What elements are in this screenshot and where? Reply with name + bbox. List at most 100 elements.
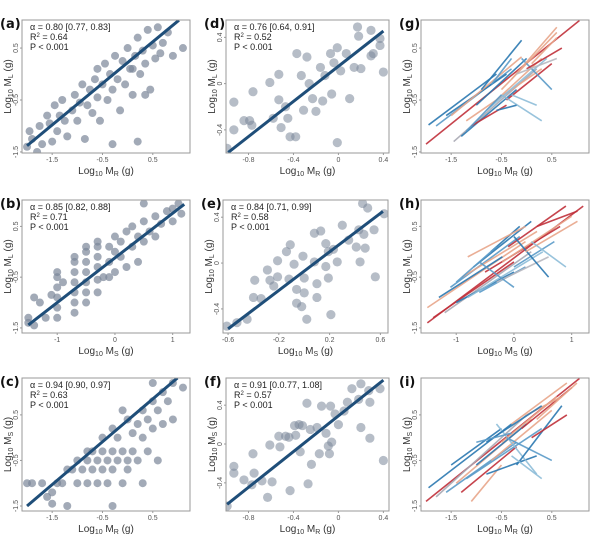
x-axis-label: Log10 MS (g) [78, 346, 133, 358]
data-point [123, 465, 132, 474]
data-point [118, 479, 127, 488]
regression-line [26, 378, 179, 508]
data-point [83, 479, 92, 488]
data-point [98, 447, 107, 456]
plot-area [226, 22, 388, 153]
y-tick-label: -1.5 [13, 500, 20, 512]
x-axis-label-sub2: S [114, 351, 119, 358]
data-point [108, 465, 117, 474]
r-squared-sup: 2 [238, 213, 242, 219]
data-point [103, 96, 112, 105]
data-point [327, 89, 337, 99]
x-axis-label: Log10 MR (g) [477, 166, 533, 178]
data-point [93, 64, 102, 73]
data-point [315, 62, 326, 73]
species-regression-line [521, 57, 553, 91]
panel-label: (h) [399, 197, 420, 212]
data-point [118, 57, 127, 66]
y-axis-label: Log10 MS (g) [3, 417, 15, 472]
species-regression-line [531, 414, 568, 439]
x-tick-label: -0.5 [96, 157, 108, 164]
data-point [138, 433, 147, 442]
plot-frame [420, 19, 590, 154]
r-squared-value: = 0.64 [40, 32, 68, 42]
alpha-estimate: α = 0.76 [0.64, 0.91] [234, 22, 315, 32]
data-point [128, 222, 137, 231]
x-tick-label: -0.5 [495, 515, 507, 522]
y-tick-label: -1.5 [412, 322, 419, 334]
y-tick-label: -1.5 [412, 500, 419, 512]
data-point [143, 25, 152, 34]
data-point [128, 447, 137, 456]
data-point [297, 302, 307, 312]
x-axis-label-sub1: 10 [494, 171, 502, 178]
data-point [262, 265, 273, 275]
species-regression-line [490, 409, 553, 462]
data-point [229, 461, 239, 471]
data-point [118, 406, 127, 415]
x-axis-label: Log10 MR (g) [280, 524, 336, 536]
y-axis-label-sub2: S [407, 432, 414, 437]
species-regression-line [485, 405, 543, 443]
data-point [70, 268, 79, 277]
data-point [35, 121, 44, 130]
data-point [139, 237, 148, 246]
y-axis-label-mid: M [3, 258, 14, 269]
y-axis-label-post: (g) [207, 417, 218, 432]
data-point [312, 292, 322, 303]
y-axis-label-sub2: S [212, 432, 219, 437]
y-axis-label-mid: M [402, 258, 413, 269]
data-point [378, 455, 388, 466]
data-point [110, 232, 119, 241]
x-tick-label: 0.5 [148, 157, 158, 164]
data-point [360, 243, 370, 253]
r-squared: R2 = 0.52 [234, 32, 272, 42]
x-axis-label-sub2: R [513, 529, 518, 536]
data-point [151, 232, 160, 241]
x-axis-label-pre: Log [78, 346, 95, 357]
data-point [108, 140, 117, 149]
data-point [113, 433, 122, 442]
data-point [70, 308, 79, 317]
x-tick-label: -1 [54, 337, 60, 344]
data-point [95, 116, 104, 125]
data-point [139, 200, 148, 208]
panel-label: (i) [399, 375, 415, 390]
x-tick-label: -1.5 [46, 515, 58, 522]
alpha-estimate: α = 0.84 [0.71, 0.99] [231, 202, 312, 212]
data-point [318, 96, 328, 106]
data-point [326, 310, 336, 320]
panel-label: (b) [0, 197, 21, 212]
y-tick-label: 0 [217, 82, 224, 86]
data-point [93, 288, 102, 297]
data-point [122, 227, 131, 236]
data-point [366, 25, 376, 36]
y-axis-label-mid: M [3, 78, 14, 89]
data-point [122, 263, 131, 272]
data-point [100, 59, 109, 68]
data-point [281, 246, 292, 257]
y-tick-label: -1.5 [13, 146, 20, 158]
data-point [321, 261, 331, 272]
x-tick-label: -1.5 [46, 157, 58, 164]
data-point [341, 48, 351, 59]
data-point [113, 456, 122, 465]
data-point [98, 465, 107, 474]
species-regression-line [496, 104, 517, 112]
y-tick-label: -0.4 [217, 124, 224, 136]
x-axis-label-mid: M [103, 166, 114, 177]
data-point [248, 292, 259, 303]
data-point [163, 397, 172, 406]
data-point [323, 273, 333, 283]
species-regression-line [465, 427, 543, 480]
x-axis-label-post: (g) [320, 524, 335, 535]
y-axis-label: Log10 ML (g) [3, 59, 15, 114]
y-axis-label-sub1: 10 [8, 89, 15, 97]
alpha-estimate: α = 0.85 [0.82, 0.88] [30, 202, 111, 212]
x-axis-label-sub2: S [513, 351, 518, 358]
species-regression-line [490, 57, 513, 85]
y-axis-label: Log10 ML (g) [402, 59, 414, 114]
data-point [345, 94, 355, 104]
data-point [265, 440, 275, 450]
x-axis-label-pre: Log [477, 524, 494, 535]
